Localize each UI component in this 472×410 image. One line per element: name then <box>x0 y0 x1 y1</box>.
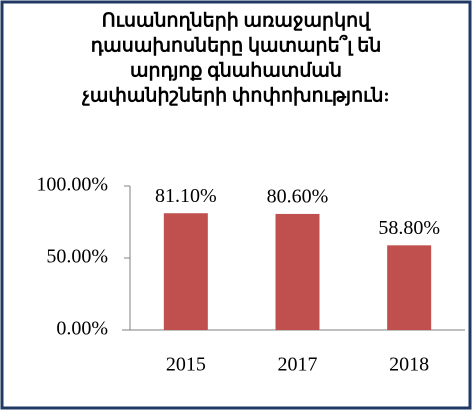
y-tick-label: 50.00% <box>46 246 108 268</box>
x-tick-label: 2017 <box>278 354 318 376</box>
chart-title: արդյոք գնահատման <box>130 60 342 81</box>
x-tick-label: 2018 <box>389 354 429 376</box>
value-label: 81.10% <box>155 185 217 207</box>
chart-title: դասախոսները կատարե՞լ են <box>91 34 382 56</box>
bar <box>163 213 208 330</box>
value-label: 58.80% <box>378 217 440 239</box>
chart-title: չափանիշների փոփոխություն: <box>81 85 390 106</box>
value-label: 80.60% <box>267 186 329 208</box>
bar <box>387 245 432 330</box>
y-tick-label: 100.00% <box>36 174 108 196</box>
bar <box>275 213 320 330</box>
x-tick-label: 2015 <box>166 354 206 376</box>
y-tick-label: 0.00% <box>56 318 108 340</box>
chart-title: Ուսանողների առաջարկով <box>102 10 371 31</box>
